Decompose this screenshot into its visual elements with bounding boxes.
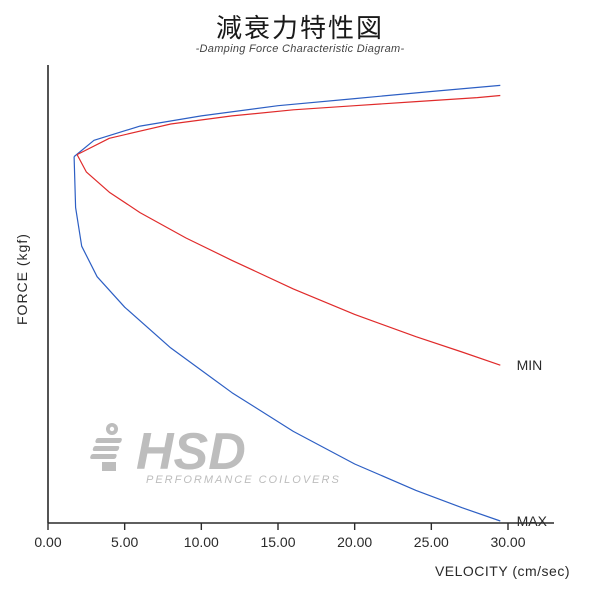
line-chart: HSDPERFORMANCE COILOVERS MIN MAX 0.00 5.00 10… <box>0 55 600 585</box>
x-tick-label: 20.00 <box>337 534 372 550</box>
x-tick-label: 25.00 <box>414 534 449 550</box>
x-tick-label: 15.00 <box>260 534 295 550</box>
series-label: MAX <box>517 513 548 529</box>
x-tick-label: 0.00 <box>34 534 61 550</box>
logo-subtext: PERFORMANCE COILOVERS <box>146 474 341 486</box>
logo-text: HSD <box>136 423 246 481</box>
x-axis-label: VELOCITY (cm/sec) <box>435 563 570 579</box>
series-line <box>77 155 500 366</box>
chart-title: 減衰力特性図 <box>0 8 600 45</box>
series-label: MIN <box>517 357 543 373</box>
x-tick-label: 10.00 <box>184 534 219 550</box>
series-line <box>74 85 500 156</box>
chart-container: FORCE (kgf) HSDPERFORMANCE COILOVERSMINM… <box>0 55 600 585</box>
x-tick-label: 30.00 <box>490 534 525 550</box>
chart-title-block: 減衰力特性図 -Damping Force Characteristic Dia… <box>0 0 600 55</box>
chart-subtitle: -Damping Force Characteristic Diagram- <box>0 43 600 55</box>
logo-coil-icon <box>90 423 123 471</box>
x-tick-label: 5.00 <box>111 534 138 550</box>
